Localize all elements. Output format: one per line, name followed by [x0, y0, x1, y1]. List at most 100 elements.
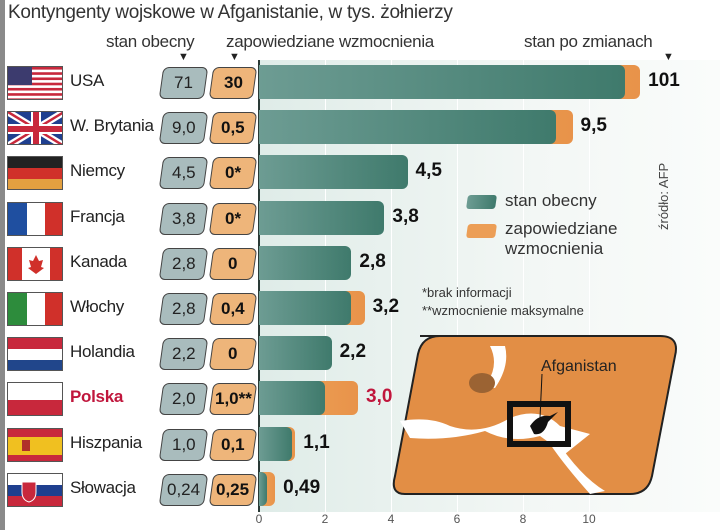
- bar-current: [259, 110, 556, 145]
- bar-current: [259, 155, 408, 190]
- country-name: Kanada: [70, 251, 127, 271]
- x-tick-label: 0: [255, 512, 263, 526]
- announced-value: 0,1: [221, 434, 245, 454]
- map-inset: [392, 335, 677, 495]
- current-value-badge: 2,8: [158, 247, 209, 280]
- table-row: Polska 2,0 1,0** 3,0: [0, 378, 720, 418]
- bar-current: [259, 291, 352, 325]
- announced-value-badge: 1,0**: [208, 383, 258, 416]
- gridline: [457, 60, 458, 512]
- legend-swatch-announced: [466, 224, 497, 238]
- bar-current: [259, 381, 325, 416]
- gridline: [325, 60, 326, 512]
- table-row: USA 71 30 101: [0, 62, 720, 102]
- country-name: Hiszpania: [70, 432, 142, 452]
- arrow-down-icon: ▼: [178, 51, 189, 63]
- current-value: 2,0: [171, 389, 196, 409]
- table-row: Włochy 2,8 0,4 3,2: [0, 288, 720, 328]
- gridline: [391, 60, 392, 512]
- total-value: 4,5: [415, 160, 442, 182]
- total-value: 3,0: [366, 386, 393, 408]
- x-tick-label: 8: [519, 512, 527, 526]
- table-row: Francja 3,8 0* 3,8: [0, 198, 720, 238]
- flag-icon: [7, 382, 63, 417]
- announced-value: 0,25: [216, 479, 250, 499]
- announced-value-badge: 0,1: [208, 428, 258, 461]
- current-value: 2,2: [171, 344, 196, 364]
- announced-value-badge: 30: [208, 67, 258, 99]
- x-tick-label: 10: [582, 512, 596, 526]
- bar-current: [259, 336, 332, 371]
- gridline: [589, 60, 590, 512]
- header-announced: zapowiedziane wzmocnienia: [226, 32, 434, 51]
- x-tick-label: 6: [453, 512, 461, 526]
- current-value-badge: 2,8: [158, 293, 209, 325]
- current-value: 1,0: [171, 434, 196, 454]
- x-tick-label: 2: [321, 512, 329, 526]
- map-label-afghanistan: Afganistan: [541, 358, 617, 375]
- announced-value: 0,5: [221, 118, 245, 138]
- announced-value: 1,0**: [214, 389, 252, 409]
- table-row: Niemcy 4,5 0* 4,5: [0, 152, 720, 192]
- left-edge: [0, 0, 5, 530]
- current-value-badge: 0,24: [158, 473, 209, 506]
- current-value: 71: [174, 73, 193, 92]
- country-name: Francja: [70, 206, 125, 226]
- total-value: 3,8: [392, 205, 419, 227]
- announced-value: 0,4: [221, 299, 245, 318]
- legend-label-announced-2: wzmocnienia: [505, 239, 604, 258]
- table-row: Kanada 2,8 0 2,8: [0, 243, 720, 283]
- flag-icon: [7, 246, 63, 281]
- bar-current: [259, 426, 292, 461]
- afghanistan-shape: [530, 412, 558, 435]
- current-value-badge: 2,2: [158, 338, 209, 371]
- announced-value-badge: 0: [208, 338, 258, 371]
- current-value: 2,8: [171, 299, 196, 318]
- current-value-badge: 9,0: [158, 112, 209, 145]
- gridline: [523, 60, 524, 512]
- current-value-badge: 3,8: [158, 202, 209, 235]
- footnote-2: **wzmocnienie maksymalne: [422, 303, 584, 318]
- header-current: stan obecny: [106, 32, 195, 51]
- arrow-down-icon: ▼: [229, 51, 240, 63]
- header-after: stan po zmianach: [524, 32, 653, 51]
- flag-icon: [7, 292, 63, 326]
- table-row: Słowacja 0,24 0,25 0,49: [0, 469, 720, 509]
- current-value: 9,0: [171, 118, 196, 138]
- legend-swatch-current: [466, 195, 497, 209]
- announced-value: 0*: [224, 163, 242, 183]
- announced-value: 30: [223, 73, 243, 92]
- total-value: 3,2: [372, 296, 400, 317]
- flag-icon: [7, 427, 63, 462]
- total-value: 0,49: [283, 476, 321, 498]
- total-value: 2,2: [339, 341, 367, 363]
- current-value: 2,8: [171, 253, 196, 273]
- current-value-badge: 71: [158, 67, 209, 99]
- announced-value-badge: 0*: [208, 202, 258, 235]
- current-value-badge: 4,5: [158, 157, 209, 190]
- legend-label-current: stan obecny: [505, 191, 597, 210]
- country-name: USA: [70, 71, 105, 90]
- table-row: W. Brytania 9,0 0,5 9,5: [0, 107, 720, 147]
- flag-icon: [7, 66, 63, 100]
- country-name: W. Brytania: [70, 116, 154, 136]
- announced-value-badge: 0: [208, 247, 258, 280]
- total-value: 1,1: [303, 431, 330, 453]
- total-value: 2,8: [359, 250, 386, 272]
- flag-icon: [7, 337, 63, 372]
- country-name: Holandia: [70, 342, 135, 362]
- afghanistan-frame: [507, 401, 571, 447]
- country-name: Słowacja: [70, 477, 136, 497]
- flag-icon: [7, 472, 63, 507]
- current-value: 0,24: [166, 479, 201, 499]
- source-label: źródło: AFP: [656, 162, 671, 230]
- table-row: Hiszpania 1,0 0,1 1,1: [0, 424, 720, 464]
- flag-icon: [7, 201, 63, 236]
- x-tick-label: 4: [387, 512, 395, 526]
- footnote-1: *brak informacji: [422, 285, 512, 300]
- bar-current: [259, 471, 267, 506]
- country-name: Niemcy: [70, 161, 125, 181]
- current-value-badge: 1,0: [158, 428, 209, 461]
- table-row: Holandia 2,2 0 2,2: [0, 333, 720, 373]
- announced-value: 0: [228, 344, 238, 364]
